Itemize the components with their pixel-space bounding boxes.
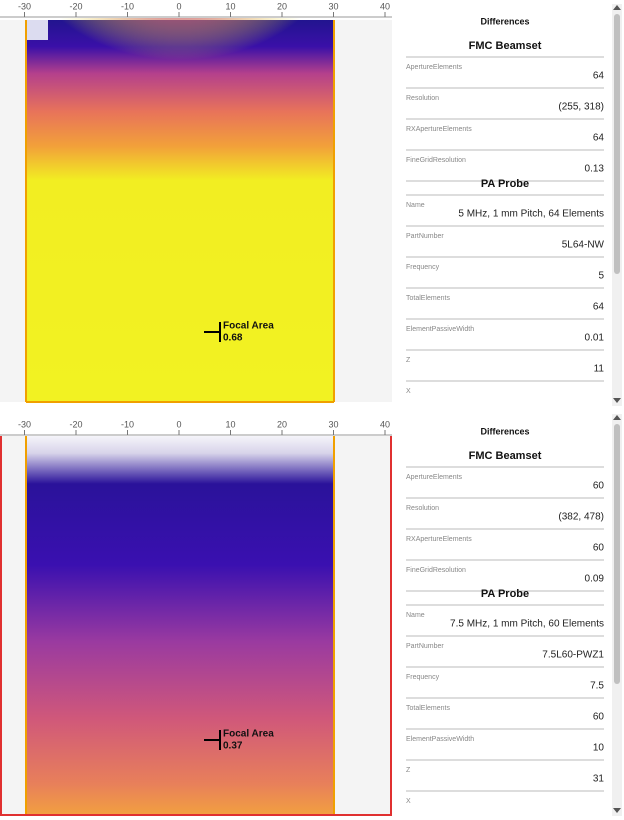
property-value: 64 xyxy=(593,302,605,313)
scroll-up[interactable] xyxy=(613,5,621,10)
property-value: 31 xyxy=(593,774,605,785)
heatmap-corner xyxy=(26,20,48,40)
property-value: 5L64-NW xyxy=(562,240,605,251)
property-label: TotalElements xyxy=(406,705,450,712)
ruler xyxy=(0,0,392,18)
property-value: 64 xyxy=(593,71,605,82)
property-label: PartNumber xyxy=(406,643,444,650)
focal-area-value: 0.68 xyxy=(223,333,243,344)
heatmap xyxy=(26,430,334,815)
property-value: 60 xyxy=(593,481,605,492)
property-value: (382, 478) xyxy=(558,512,604,523)
focal-area-label: Focal Area xyxy=(223,321,274,332)
property-value: 10 xyxy=(593,743,605,754)
heatmap-bowl xyxy=(20,0,340,180)
ruler-label: -20 xyxy=(69,419,82,429)
property-label: FineGridResolution xyxy=(406,567,466,574)
property-label: Frequency xyxy=(406,674,440,681)
section-title: PA Probe xyxy=(481,588,529,600)
property-label: Name xyxy=(406,612,425,619)
property-value: 7.5 MHz, 1 mm Pitch, 60 Elements xyxy=(450,619,604,630)
property-value: 7.5 xyxy=(590,681,604,692)
property-label: Resolution xyxy=(406,95,439,102)
property-label: RXApertureElements xyxy=(406,126,472,133)
ruler-label: 10 xyxy=(225,1,235,11)
property-value: 0.01 xyxy=(585,333,605,344)
ruler-label: -30 xyxy=(18,419,31,429)
property-label: TotalElements xyxy=(406,295,450,302)
property-label: X xyxy=(406,388,411,395)
property-value: 0.13 xyxy=(585,164,605,175)
ruler-label: 30 xyxy=(328,1,338,11)
ruler-label: 40 xyxy=(380,419,390,429)
section-title: FMC Beamset xyxy=(469,450,542,462)
scroll-down[interactable] xyxy=(613,398,621,403)
property-value: 64 xyxy=(593,133,605,144)
property-label: ApertureElements xyxy=(406,64,463,71)
property-label: Name xyxy=(406,202,425,209)
ruler-label: -30 xyxy=(18,1,31,11)
property-value: 60 xyxy=(593,543,605,554)
scrollbar-thumb[interactable] xyxy=(614,14,620,274)
property-label: Frequency xyxy=(406,264,440,271)
property-value: 7.5L60-PWZ1 xyxy=(542,650,604,661)
property-value: 11 xyxy=(594,364,605,375)
ruler-label: 0 xyxy=(176,1,181,11)
ruler-label: 30 xyxy=(328,419,338,429)
property-label: ElementPassiveWidth xyxy=(406,736,474,743)
property-label: X xyxy=(406,798,411,805)
property-value: 0.09 xyxy=(585,574,605,585)
property-value: (255, 318) xyxy=(558,102,604,113)
property-label: ElementPassiveWidth xyxy=(406,326,474,333)
property-value: 5 MHz, 1 mm Pitch, 64 Elements xyxy=(458,209,604,220)
properties-panel xyxy=(396,410,624,820)
ruler xyxy=(0,418,392,436)
property-label: FineGridResolution xyxy=(406,157,466,164)
property-label: ApertureElements xyxy=(406,474,463,481)
panel-title: Differences xyxy=(480,16,529,26)
ruler-label: 20 xyxy=(277,419,287,429)
section-title: FMC Beamset xyxy=(469,40,542,52)
property-label: RXApertureElements xyxy=(406,536,472,543)
focal-area-value: 0.37 xyxy=(223,741,243,752)
section-title: PA Probe xyxy=(481,178,529,190)
property-value: 5 xyxy=(598,271,604,282)
property-label: Z xyxy=(406,767,411,774)
ruler-label: 10 xyxy=(225,419,235,429)
property-label: Resolution xyxy=(406,505,439,512)
focal-area-label: Focal Area xyxy=(223,729,274,740)
property-value: 60 xyxy=(593,712,605,723)
property-label: PartNumber xyxy=(406,233,444,240)
scroll-down[interactable] xyxy=(613,808,621,813)
ruler-label: -20 xyxy=(69,1,82,11)
ruler-label: 20 xyxy=(277,1,287,11)
panel-title: Differences xyxy=(480,426,529,436)
scroll-up[interactable] xyxy=(613,415,621,420)
ruler-label: -10 xyxy=(121,419,134,429)
ruler-label: -10 xyxy=(121,1,134,11)
property-label: Z xyxy=(406,357,411,364)
properties-panel xyxy=(396,0,624,410)
scrollbar-thumb[interactable] xyxy=(614,424,620,684)
ruler-label: 40 xyxy=(380,1,390,11)
ruler-label: 0 xyxy=(176,419,181,429)
